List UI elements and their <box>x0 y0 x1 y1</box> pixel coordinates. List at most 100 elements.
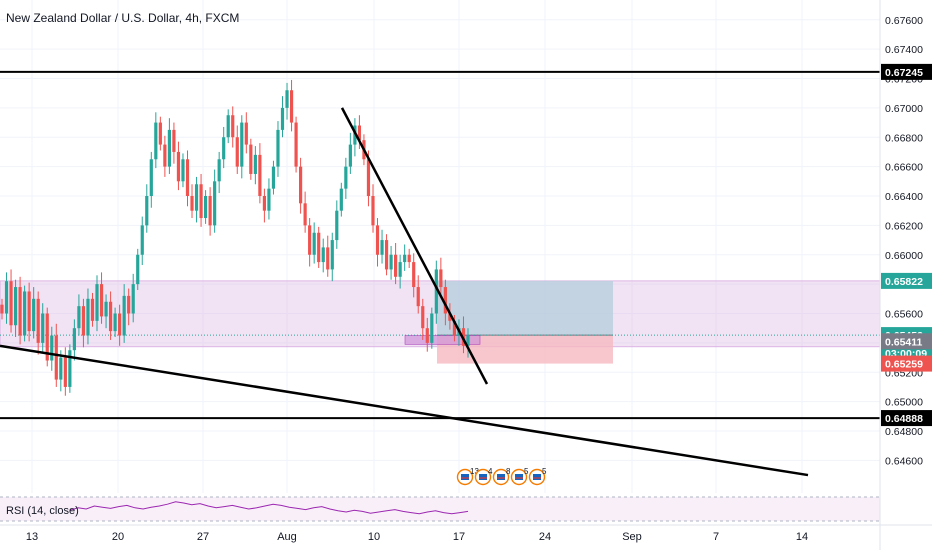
rsi-line <box>69 501 469 515</box>
candle-body <box>23 291 27 336</box>
trend-line <box>340 107 489 385</box>
candle-body <box>303 203 307 226</box>
x-tick-label: 27 <box>197 531 209 543</box>
candle-body <box>308 225 312 255</box>
drawings[interactable] <box>0 70 880 477</box>
position-tool[interactable] <box>0 280 880 364</box>
x-tick-label: 20 <box>112 531 124 543</box>
candle-body <box>158 122 162 145</box>
flag-icon <box>479 474 487 480</box>
candle-body <box>403 254 407 263</box>
flag-icon <box>515 474 523 480</box>
candle-body <box>271 166 276 189</box>
flag-icon <box>497 474 505 480</box>
x-tick-label: 13 <box>26 531 38 543</box>
candle-body <box>326 247 330 270</box>
y-tick-label: 0.67600 <box>885 15 923 27</box>
candle-body <box>203 196 208 219</box>
candle-body <box>267 188 271 211</box>
candle-body <box>68 350 72 387</box>
candle-body <box>104 301 108 317</box>
candle-body <box>176 151 181 182</box>
x-tick-label: 7 <box>713 531 719 543</box>
candle-body <box>222 137 226 160</box>
candle-body <box>317 232 321 263</box>
candle-body <box>149 159 153 196</box>
time-axis[interactable]: 13 20 27 Aug 10 17 24 Sep 7 14 <box>0 524 932 543</box>
candle-body <box>421 306 425 329</box>
event-markers[interactable]: 13 4 8 5 5 <box>456 467 548 486</box>
candle-body <box>36 298 40 343</box>
price-label: 0.67245 <box>885 67 923 79</box>
candle-body <box>27 291 31 332</box>
candle-body <box>122 295 126 336</box>
grid <box>0 0 880 493</box>
candle-body <box>416 287 420 307</box>
price-axis[interactable]: 0.676000.674000.672000.670000.668000.666… <box>879 0 932 550</box>
candle-body <box>18 287 22 336</box>
candle-body <box>258 154 262 196</box>
candle-body <box>412 262 416 288</box>
candle-body <box>231 115 235 138</box>
candle-body <box>235 137 239 167</box>
candle-body <box>41 313 45 343</box>
candle-body <box>4 281 9 314</box>
candle-body <box>330 240 334 270</box>
candle-body <box>213 181 217 226</box>
y-tick-label: 0.66800 <box>885 132 923 144</box>
candle-body <box>366 159 371 196</box>
candle-body <box>240 122 244 167</box>
candle-body <box>434 269 438 314</box>
candle-body <box>181 159 185 182</box>
candle-body <box>430 313 434 343</box>
candle-body <box>167 129 171 167</box>
flag-icon <box>533 474 541 480</box>
candle-body <box>299 166 303 204</box>
candle-body <box>439 269 443 288</box>
event-count: 13 <box>470 467 479 476</box>
candle-body <box>407 254 411 263</box>
candle-body <box>208 196 212 226</box>
candle-body <box>375 225 380 255</box>
y-tick-label: 0.67400 <box>885 44 923 56</box>
price-label-box <box>881 355 932 372</box>
candle-body <box>262 196 267 211</box>
candle-body <box>194 184 199 211</box>
x-tick-label: 14 <box>796 531 808 543</box>
candle-body <box>199 184 203 219</box>
event-count: 5 <box>542 467 547 476</box>
event-count: 5 <box>524 467 529 476</box>
price-label: 0.65259 <box>885 359 923 371</box>
y-tick-label: 0.66000 <box>885 250 923 262</box>
candle-body <box>452 320 457 336</box>
price-label-box <box>881 63 932 80</box>
candle-body <box>54 335 58 380</box>
y-tick-label: 0.64800 <box>885 426 923 438</box>
x-tick-label: 24 <box>539 531 551 543</box>
candle-body <box>163 144 167 167</box>
candle-body <box>294 122 298 167</box>
candle-body <box>77 306 81 329</box>
price-label: 0.64888 <box>885 413 923 425</box>
candle-body <box>226 115 230 138</box>
candle-body <box>312 232 316 255</box>
candle-body <box>348 144 352 167</box>
candle-body <box>86 298 90 336</box>
candle-body <box>335 210 339 241</box>
x-tick-label: Sep <box>622 531 642 543</box>
flag-icon <box>461 474 469 480</box>
candle-body <box>280 107 285 130</box>
candle-body <box>95 284 99 321</box>
price-label: 0.65411 <box>885 336 923 348</box>
x-tick-label: 10 <box>368 531 380 543</box>
candle-body <box>172 129 176 152</box>
candle-body <box>145 196 149 226</box>
y-tick-label: 0.66400 <box>885 191 923 203</box>
candle-body <box>394 254 398 277</box>
candle-body <box>357 125 362 141</box>
candle-body <box>466 335 470 346</box>
candle-body <box>371 196 375 226</box>
